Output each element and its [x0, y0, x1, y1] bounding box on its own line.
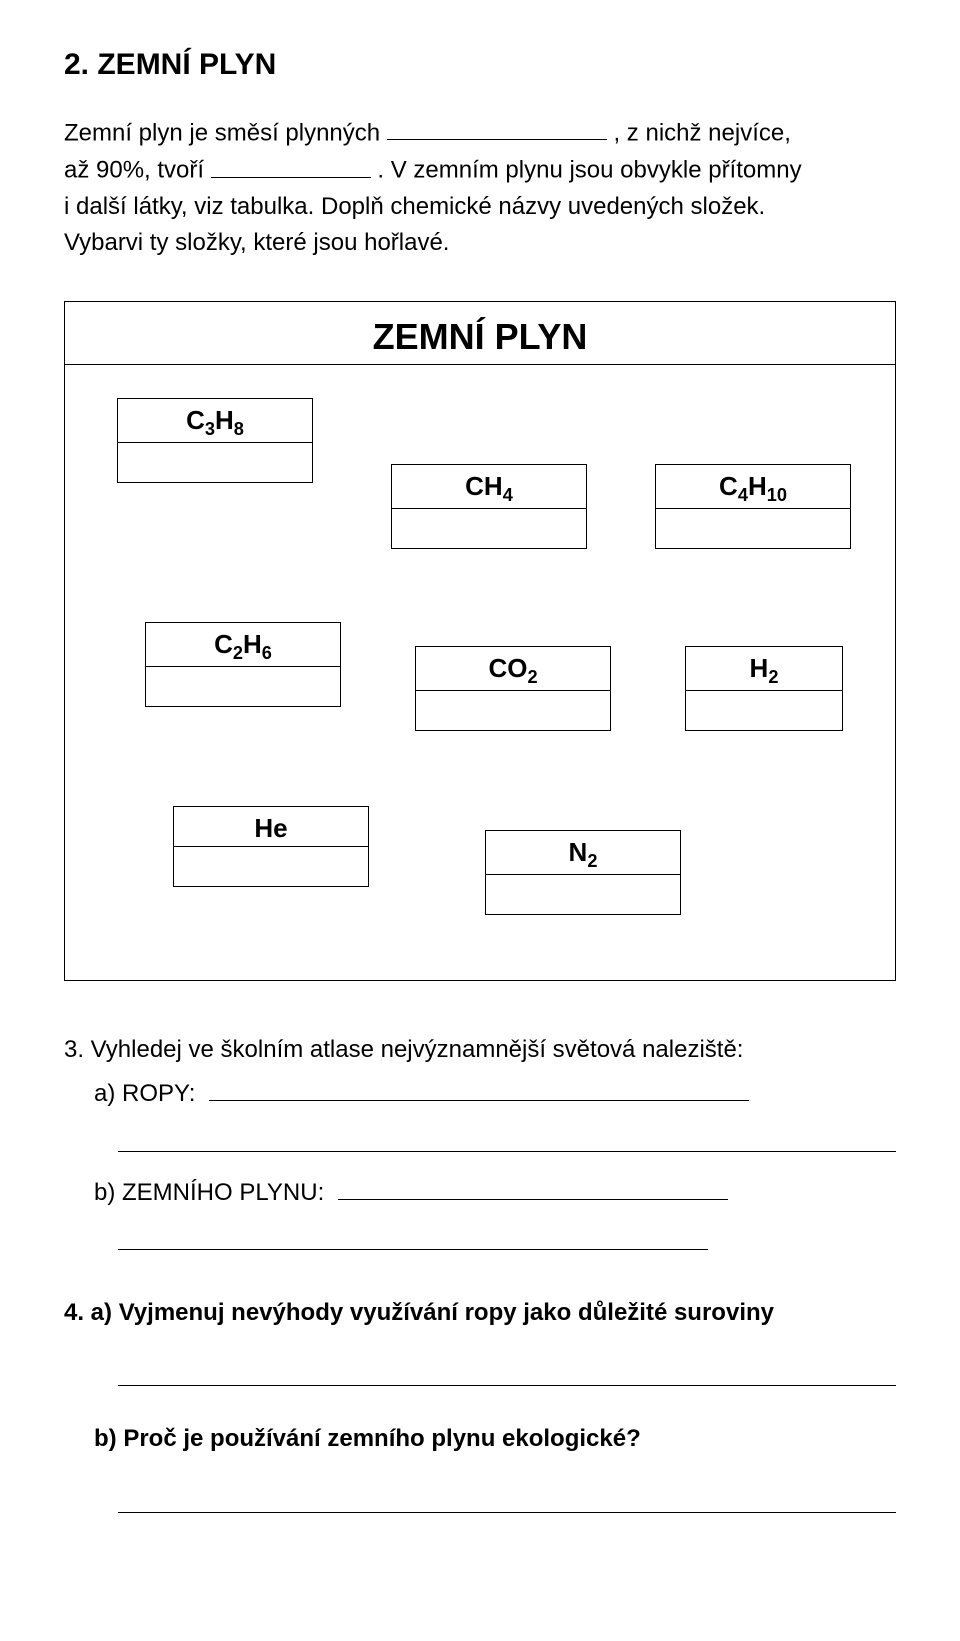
formula-box-c3h8[interactable]: C3H8	[117, 398, 313, 483]
q4-a-blank[interactable]	[118, 1356, 896, 1386]
question-3: 3. Vyhledej ve školním atlase nejvýznamn…	[64, 1031, 896, 1250]
formula-box-ch4[interactable]: CH4	[391, 464, 587, 549]
page-heading: 2. ZEMNÍ PLYN	[64, 48, 896, 82]
formula-label-n2: N2	[486, 831, 680, 874]
formula-box-c4h10[interactable]: C4H10	[655, 464, 851, 549]
formula-label-c4h10: C4H10	[656, 465, 850, 508]
intro-text-3: až 90%, tvoří	[64, 157, 211, 184]
formula-name-blank-c2h6[interactable]	[146, 666, 340, 706]
formula-name-blank-c4h10[interactable]	[656, 508, 850, 548]
q3-a-label: a) ROPY:	[94, 1080, 195, 1107]
q3-a-blank-2[interactable]	[118, 1122, 896, 1152]
q3-text: 3. Vyhledej ve školním atlase nejvýznamn…	[64, 1036, 743, 1063]
formula-box-h2[interactable]: H2	[685, 646, 843, 731]
intro-text-2: , z nichž nejvíce,	[613, 119, 790, 146]
question-4: 4. a) Vyjmenuj nevýhody využívání ropy j…	[64, 1294, 896, 1513]
q3-b-blank-1[interactable]	[338, 1176, 728, 1200]
intro-paragraph: Zemní plyn je směsí plynných , z nichž n…	[64, 114, 896, 261]
formula-name-blank-he[interactable]	[174, 846, 368, 886]
q3-a-blank-1[interactable]	[209, 1077, 749, 1101]
formula-name-blank-co2[interactable]	[416, 690, 610, 730]
q3-b-blank-2[interactable]	[118, 1220, 708, 1250]
formula-label-c2h6: C2H6	[146, 623, 340, 666]
q3-b-label: b) ZEMNÍHO PLYNU:	[94, 1179, 324, 1206]
formula-name-blank-c3h8[interactable]	[118, 442, 312, 482]
composition-diagram: ZEMNÍ PLYN C3H8 CH4 C4H10 C2H6 CO2 H2 He N2	[64, 301, 896, 981]
formula-label-ch4: CH4	[392, 465, 586, 508]
q4-a-text: 4. a) Vyjmenuj nevýhody využívání ropy j…	[64, 1299, 774, 1326]
formula-box-n2[interactable]: N2	[485, 830, 681, 915]
formula-label-c3h8: C3H8	[118, 399, 312, 442]
blank-input-2[interactable]	[211, 151, 371, 177]
formula-box-he[interactable]: He	[173, 806, 369, 887]
formula-name-blank-ch4[interactable]	[392, 508, 586, 548]
formula-box-co2[interactable]: CO2	[415, 646, 611, 731]
q4-b-text: b) Proč je používání zemního plynu ekolo…	[94, 1425, 641, 1452]
formula-name-blank-h2[interactable]	[686, 690, 842, 730]
formula-label-he: He	[174, 807, 368, 846]
intro-text-5: i další látky, viz tabulka. Doplň chemic…	[64, 193, 765, 220]
intro-text-6: Vybarvi ty složky, které jsou hořlavé.	[64, 229, 449, 256]
q4-b-blank[interactable]	[118, 1483, 896, 1513]
formula-label-co2: CO2	[416, 647, 610, 690]
diagram-header-divider	[65, 364, 895, 365]
intro-text-4: . V zemním plynu jsou obvykle přítomny	[377, 157, 801, 184]
formula-label-h2: H2	[686, 647, 842, 690]
diagram-title: ZEMNÍ PLYN	[65, 316, 895, 358]
intro-text-1: Zemní plyn je směsí plynných	[64, 119, 387, 146]
formula-name-blank-n2[interactable]	[486, 874, 680, 914]
blank-input-1[interactable]	[387, 114, 607, 140]
formula-box-c2h6[interactable]: C2H6	[145, 622, 341, 707]
